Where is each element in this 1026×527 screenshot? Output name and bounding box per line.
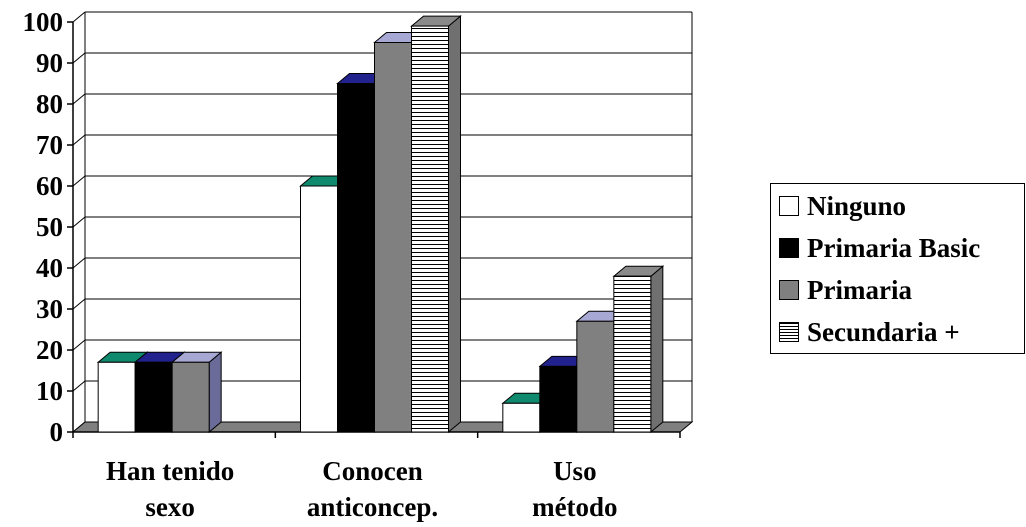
y-tick-label: 40 (36, 253, 63, 283)
category-label: método (532, 492, 617, 522)
legend-item-primaria-basic: Primaria Basic (779, 231, 980, 265)
bar-front (613, 275, 652, 433)
y-tick-label: 10 (36, 376, 63, 406)
y-tick-label: 90 (36, 48, 63, 78)
legend-swatch-primaria-basic (779, 238, 799, 258)
legend-swatch-primaria (779, 280, 799, 300)
bar-side (208, 351, 222, 434)
gridline-side (72, 216, 86, 228)
category-labels: Han tenido sexo Conocen anticoncep. Uso métod… (106, 456, 618, 522)
bars (96, 15, 665, 434)
category-label: Conocen (322, 456, 423, 486)
bar-front (576, 320, 615, 433)
legend-label: Ninguno (807, 190, 907, 221)
category-label: anticoncep. (307, 492, 438, 522)
legend-label: Primaria (807, 274, 912, 305)
legend: Ninguno Primaria Basic Primaria Secundar… (770, 183, 1025, 354)
bar-front (300, 185, 338, 433)
gridline-side (72, 11, 86, 23)
category-label: sexo (145, 492, 195, 522)
y-tick-labels: 0 10 20 30 40 50 60 70 80 90 100 (23, 7, 64, 447)
bar (170, 351, 223, 434)
bar-front (134, 361, 173, 433)
bar-front (337, 83, 375, 433)
gridline-side (72, 175, 86, 187)
gridline-side (72, 298, 86, 310)
y-tick-label: 80 (36, 89, 63, 119)
bar-front (411, 25, 449, 433)
bar-front (502, 402, 541, 433)
legend-item-secundaria: Secundaria + (779, 315, 960, 349)
bar-front (171, 361, 210, 433)
legend-item-ninguno: Ninguno (779, 189, 906, 223)
y-tick-label: 20 (36, 335, 63, 365)
legend-swatch-ninguno (779, 196, 799, 216)
y-tick-label: 30 (36, 294, 63, 324)
y-tick-label: 60 (36, 171, 63, 201)
bar (612, 265, 665, 434)
bar-front (539, 365, 578, 433)
bar-side (448, 15, 461, 434)
gridline-side (72, 380, 86, 392)
category-label: Han tenido (106, 456, 234, 486)
legend-label: Secundaria + (807, 316, 960, 347)
gridline-side (72, 257, 86, 269)
bar-front (374, 42, 412, 433)
gridline-side (72, 339, 86, 351)
y-tick-label: 50 (36, 212, 63, 242)
legend-label: Primaria Basic (807, 232, 981, 263)
y-tick-label: 100 (23, 7, 64, 37)
bar-front (97, 361, 136, 433)
gridline-side (72, 134, 86, 146)
gridline-side (72, 52, 86, 64)
y-tick-label: 70 (36, 130, 63, 160)
legend-item-primaria: Primaria (779, 273, 912, 307)
legend-swatch-secundaria (779, 322, 799, 342)
category-label: Uso (553, 456, 597, 486)
gridline-side (72, 93, 86, 105)
y-tick-label: 0 (50, 417, 64, 447)
bar (410, 15, 462, 434)
bar-side (650, 265, 664, 434)
